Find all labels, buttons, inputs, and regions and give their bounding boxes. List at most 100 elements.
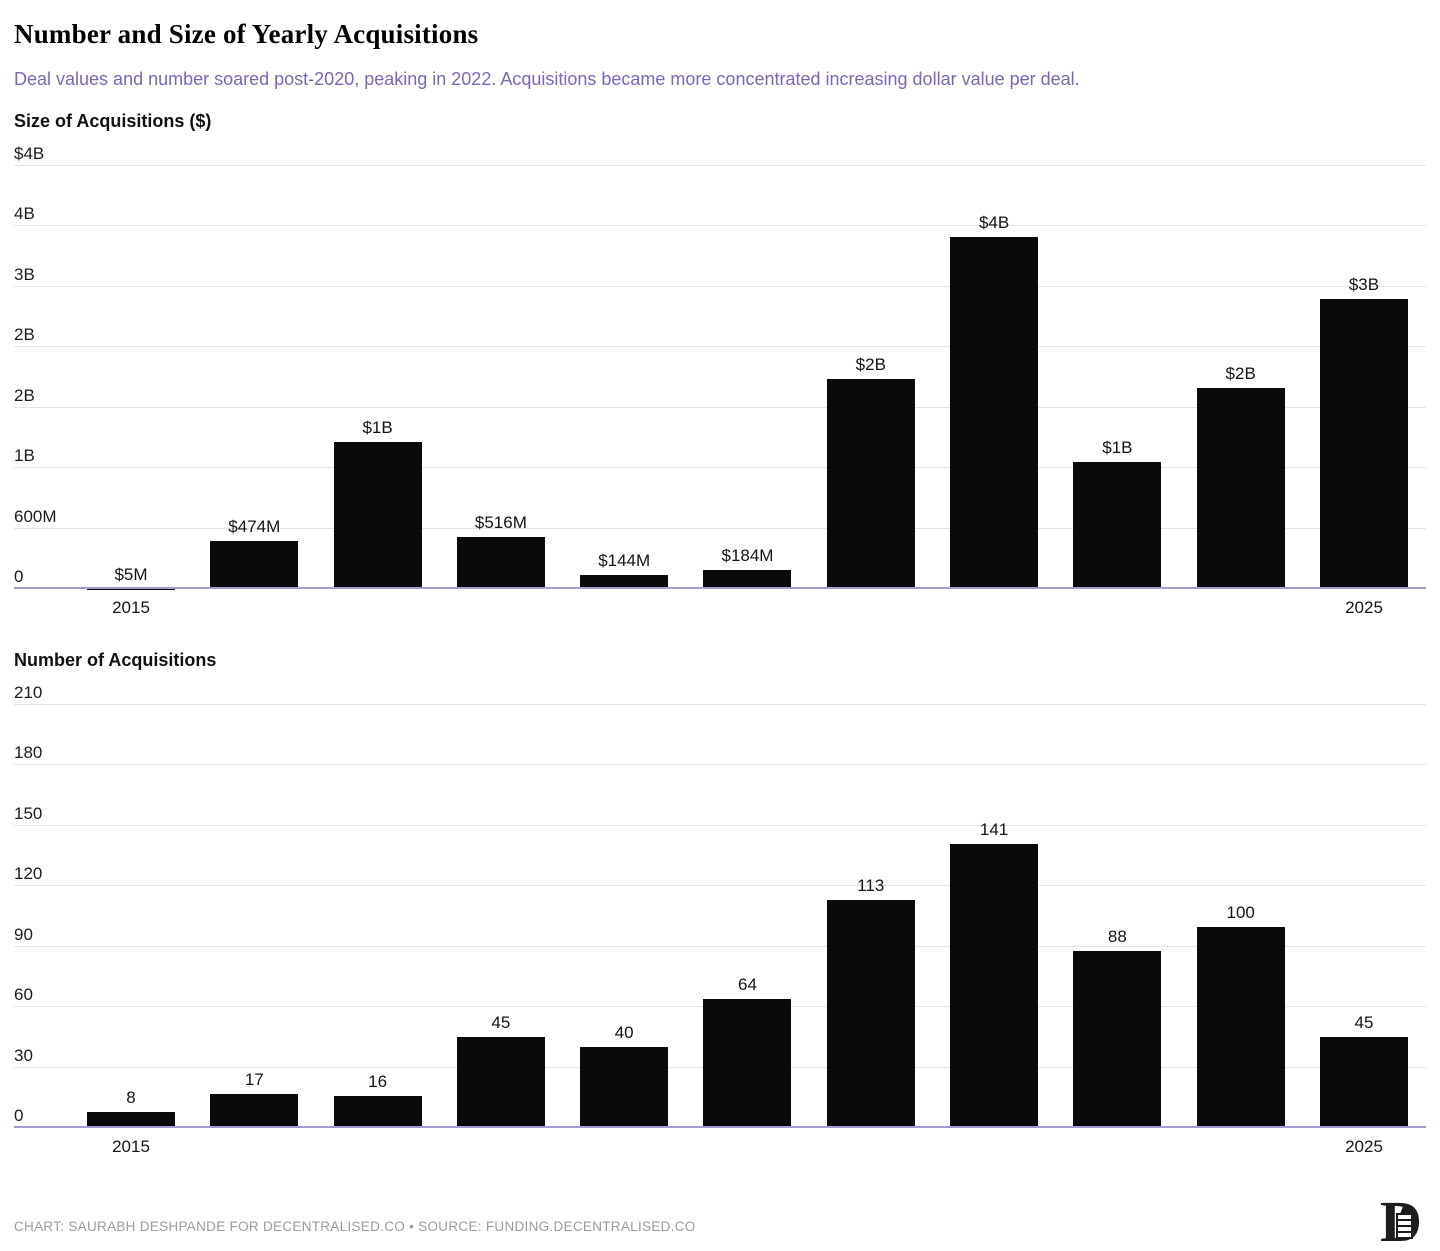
y-tick-label: 600M: [14, 506, 57, 526]
gridline: [14, 285, 1426, 287]
x-tick-2015: 2015: [112, 1137, 150, 1156]
bar-group-2016: $474M: [210, 166, 299, 589]
bar-group-2017: 16: [333, 705, 422, 1128]
bar-2018: [456, 537, 545, 589]
bar-2023: [1073, 950, 1162, 1128]
bar-2025: [1319, 1037, 1408, 1128]
y-tick-label: 0: [14, 567, 24, 586]
bar-group-2020: $184M: [703, 166, 792, 589]
bar-2024: [1196, 387, 1285, 589]
footer-credit: CHART: SAURABH DESHPANDE FOR DECENTRALIS…: [14, 1219, 696, 1234]
gridline: [14, 165, 1426, 166]
gridline: [14, 346, 1426, 348]
bar-2024: [1196, 926, 1285, 1128]
bar-group-2018: $516M: [456, 166, 545, 589]
bar-group-2025: 45: [1319, 705, 1408, 1128]
bar-value-label: 8: [126, 1087, 136, 1107]
plot-area-number: 0 30 60 90 120 150 180 210 8 17 16 45 40 64 113 141 88 10…: [14, 684, 1426, 1128]
bar-group-2024: 100: [1196, 705, 1285, 1128]
bar-group-2017: $1B: [333, 166, 422, 589]
bar-value-label: $516M: [474, 513, 527, 533]
bar-value-label: $144M: [598, 550, 651, 570]
chart-number-of-acquisitions: Number of Acquisitions 0 30 60 90 120 150 180 2…: [14, 649, 1426, 1162]
bar-group-2018: 45: [456, 705, 545, 1128]
y-tick-label: 150: [14, 803, 43, 823]
y-tick-label: $4B: [14, 144, 45, 163]
bar-group-2025: $3B: [1319, 166, 1408, 589]
bar-2025: [1319, 298, 1408, 589]
bar-2017: [333, 441, 422, 589]
bar-group-2022: 141: [950, 705, 1039, 1128]
bar-value-label: $474M: [228, 517, 281, 537]
bar-value-label: 100: [1226, 902, 1255, 922]
bar-value-label: 88: [1107, 926, 1127, 946]
bar-2022: [950, 236, 1039, 589]
gridline: [14, 467, 1426, 469]
y-tick-label: 2B: [14, 325, 35, 345]
footer: CHART: SAURABH DESHPANDE FOR DECENTRALIS…: [14, 1190, 1426, 1250]
bar-group-2015: 8: [87, 705, 175, 1128]
y-tick-label: 180: [14, 743, 43, 763]
bar-group-2021: 113: [826, 705, 915, 1128]
bar-2016: [210, 541, 299, 589]
bar-2021: [826, 378, 915, 589]
bar-value-label: $4B: [978, 212, 1010, 232]
y-tick-label: 60: [14, 985, 33, 1005]
y-tick-label: 0: [14, 1106, 24, 1125]
y-tick-label: 3B: [14, 264, 35, 284]
bar-value-label: 45: [1354, 1013, 1374, 1033]
bar-value-label: 40: [614, 1023, 634, 1043]
bar-value-label: $1B: [1102, 438, 1133, 458]
bar-group-2015: $5M: [87, 166, 175, 589]
gridline: [14, 824, 1426, 826]
bar-group-2016: 17: [210, 705, 299, 1128]
x-tick-2015: 2015: [112, 598, 150, 617]
bar-value-label: 16: [368, 1071, 388, 1091]
decentralised-logo: D: [1380, 1190, 1422, 1250]
bar-value-label: $2B: [855, 354, 886, 374]
gridline: [14, 704, 1426, 705]
y-tick-label: 4B: [14, 204, 35, 224]
gridline: [14, 406, 1426, 408]
y-tick-label: 210: [14, 683, 43, 702]
x-tick-2025: 2025: [1345, 598, 1383, 617]
page-title: Number and Size of Yearly Acquisitions: [14, 19, 479, 49]
bar-value-label: 113: [857, 876, 885, 896]
bar-group-2021: $2B: [826, 166, 915, 589]
axis-baseline: [14, 587, 1426, 589]
bar-group-2024: $2B: [1196, 166, 1285, 589]
x-tick-2025: 2025: [1345, 1137, 1383, 1156]
bars-group: 8 17 16 45 40 64 113 141 88 100 45: [87, 705, 1408, 1128]
bar-2019: [580, 1047, 669, 1128]
bar-2018: [456, 1037, 545, 1128]
bar-2020: [703, 999, 792, 1128]
bar-value-label: 45: [491, 1013, 511, 1033]
bar-value-label: 64: [738, 975, 757, 995]
bar-2016: [210, 1093, 299, 1128]
bar-2019: [580, 574, 669, 589]
bar-2022: [950, 844, 1039, 1128]
bar-group-2022: $4B: [950, 166, 1039, 589]
bar-2015: [87, 1111, 175, 1128]
bar-group-2019: $144M: [580, 166, 669, 589]
y-tick-label: 2B: [14, 385, 35, 405]
bar-group-2023: $1B: [1073, 166, 1162, 589]
chart-title-number: Number of Acquisitions: [14, 650, 217, 670]
gridline: [14, 527, 1426, 529]
chart-size-of-acquisitions: Size of Acquisitions ($) 0 600M 1B 2B 2B 3B 4B…: [14, 110, 1426, 623]
bar-group-2019: 40: [580, 705, 669, 1128]
bar-value-label: $184M: [721, 546, 774, 566]
chart-title-size: Size of Acquisitions ($): [14, 111, 212, 131]
bar-2023: [1073, 462, 1162, 589]
gridline: [14, 945, 1426, 947]
y-tick-label: 120: [14, 864, 43, 884]
bar-group-2020: 64: [703, 705, 792, 1128]
bar-value-label: $3B: [1348, 274, 1380, 294]
bars-group: $5M $474M $1B $516M $144M $184M $2B $4B $1B $2B $3…: [87, 166, 1408, 589]
axis-baseline: [14, 1126, 1426, 1128]
bar-value-label: $2B: [1225, 363, 1256, 383]
bar-value-label: 17: [244, 1069, 264, 1089]
gridline: [14, 764, 1426, 766]
y-tick-label: 30: [14, 1045, 33, 1065]
